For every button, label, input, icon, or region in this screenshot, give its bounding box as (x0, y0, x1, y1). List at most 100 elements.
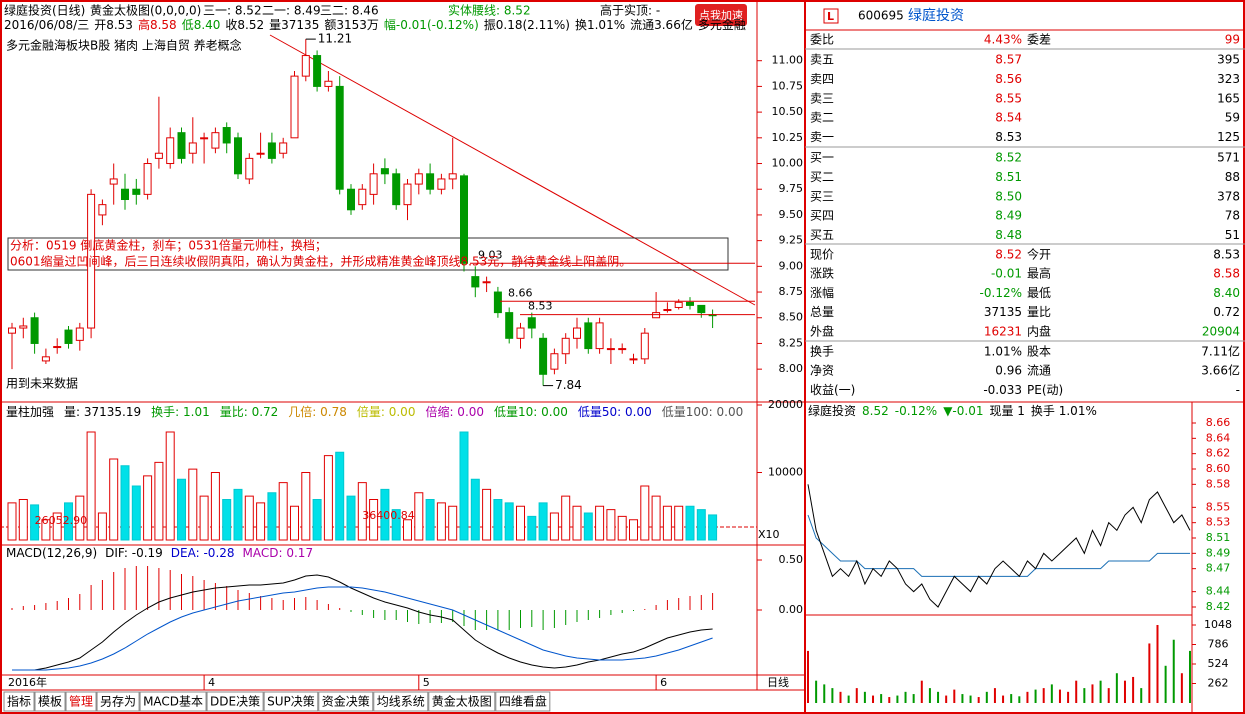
level-label: 9.03 (478, 248, 503, 261)
candle-body (369, 173, 378, 195)
y-tick-label: 10.50 (772, 105, 804, 118)
finance-label: 净资 (810, 364, 834, 378)
book-price: 8.49 (995, 209, 1022, 223)
toolbar-tab[interactable]: SUP决策 (267, 695, 315, 709)
header-item: 三一: 8.52 (203, 4, 262, 18)
info-item: 换1.01% (575, 18, 625, 32)
info-item: 振0.18(2.11%) (484, 18, 570, 32)
toolbar-tab-box[interactable] (318, 691, 374, 712)
candle-body (392, 173, 401, 206)
candle-body (437, 178, 446, 190)
book-label: 卖四 (810, 72, 834, 86)
y-tick-label: 11.00 (772, 54, 804, 67)
volume-bar (301, 472, 311, 541)
volume-bar (335, 451, 345, 541)
toolbar-tab-box[interactable] (34, 691, 66, 712)
candle-body (527, 317, 536, 329)
x-tick-label: 4 (208, 676, 215, 689)
candle-body (697, 304, 706, 314)
volume-bar (504, 502, 514, 541)
candle-body (222, 127, 231, 144)
unit-label: X10 (758, 528, 780, 541)
toolbar-tab[interactable]: 黄金太极图 (432, 694, 492, 709)
candle-body (30, 317, 39, 344)
volume-header-item: 倍缩: 0.00 (425, 404, 484, 419)
book-label: 买三 (810, 189, 834, 203)
volume-bar (674, 505, 684, 541)
toolbar-tab[interactable]: 另存为 (100, 695, 136, 709)
candle-body (686, 301, 694, 306)
toolbar-tab-box[interactable] (206, 691, 264, 712)
book-label: 买五 (810, 228, 834, 242)
book-volume: 323 (1217, 72, 1240, 86)
toolbar-tab-box[interactable] (263, 691, 319, 712)
volume-bar (199, 495, 209, 541)
book-price: 8.57 (995, 53, 1022, 67)
speed-button-label[interactable]: 点我加速 (699, 9, 743, 22)
candle-body (290, 75, 299, 139)
book-volume: 165 (1217, 91, 1240, 105)
period-label: 日线 (767, 675, 789, 689)
volume-bar (651, 495, 661, 541)
book-label: 卖二 (810, 111, 834, 125)
toolbar-tab-box[interactable] (373, 691, 429, 712)
volume-bar (323, 455, 333, 541)
volume-bar (267, 492, 277, 541)
book-volume: 78 (1225, 209, 1240, 223)
candle-body (109, 178, 118, 185)
toolbar-tab-box[interactable] (3, 691, 35, 712)
candle-body (19, 325, 28, 329)
toolbar-tab[interactable]: 四维看盘 (499, 694, 547, 709)
y-tick-label: 0.00 (779, 603, 804, 616)
book-volume: 59 (1225, 111, 1240, 125)
x-tick-label: 6 (660, 676, 667, 689)
macd-header-item: DEA: -0.28 (171, 546, 235, 560)
toolbar-tab[interactable]: MACD基本 (143, 695, 203, 709)
dea-line (12, 586, 713, 671)
volume-header: 量柱加强 量: 37135.19 换手: 1.01 量比: 0.72 几倍: 0.78 倍… (6, 404, 743, 419)
toolbar-tab[interactable]: DDE决策 (210, 695, 260, 709)
toolbar-tab[interactable]: 资金决策 (322, 694, 370, 709)
candle-body (663, 309, 672, 312)
candle-body (584, 322, 593, 350)
volume-bar (696, 509, 706, 541)
analysis-box (7, 237, 729, 271)
volume-bar (177, 478, 186, 541)
y-tick-label: 8.75 (779, 285, 804, 298)
candle-body (403, 183, 412, 206)
intraday-header: 绿庭投资 8.52 -0.12% ▼-0.01 现量 1 换手 1.01% (808, 403, 1097, 418)
quote-label: 委差 (1027, 33, 1051, 47)
y-tick-label: 9.25 (779, 234, 804, 247)
logo-box (823, 8, 839, 24)
toolbar-tab-box[interactable] (495, 691, 551, 712)
toolbar-tab[interactable]: 模板 (38, 695, 62, 709)
candle-body (211, 132, 220, 149)
volume-bar (131, 485, 141, 541)
toolbar-tab[interactable]: 管理 (69, 694, 93, 709)
speed-button[interactable] (695, 4, 747, 26)
volume-header-item: 低量100: 0.00 (662, 405, 743, 419)
volume-bar (527, 515, 537, 541)
toolbar-tab-box[interactable] (96, 691, 140, 712)
stat-value: -0.01 (991, 267, 1022, 281)
intraday-header-item: 现量 1 (989, 404, 1024, 418)
info-item: 流通3.66亿 (630, 17, 693, 32)
toolbar-tab-box[interactable] (428, 691, 496, 712)
info-item: 多元金融 (698, 17, 746, 32)
toolbar-tab-box[interactable] (139, 691, 207, 712)
info-item: 2016/06/08/三 (4, 18, 89, 32)
stat-value: 37135 (984, 305, 1022, 319)
finance-label: PE(动) (1027, 383, 1063, 397)
toolbar-tab-box[interactable] (65, 691, 97, 712)
volume-header-item: 倍量: 0.00 (357, 404, 416, 419)
volume-bar (459, 431, 469, 541)
y-tick-label: 0.50 (779, 553, 804, 566)
book-volume: 378 (1217, 189, 1240, 203)
toolbar-tab[interactable]: 指标 (7, 694, 31, 709)
toolbar-tab[interactable]: 均线系统 (377, 695, 425, 709)
candle-body (279, 142, 288, 154)
finance-label: 流通 (1027, 364, 1051, 378)
volume-bar (120, 465, 130, 541)
candle-body (652, 312, 661, 319)
